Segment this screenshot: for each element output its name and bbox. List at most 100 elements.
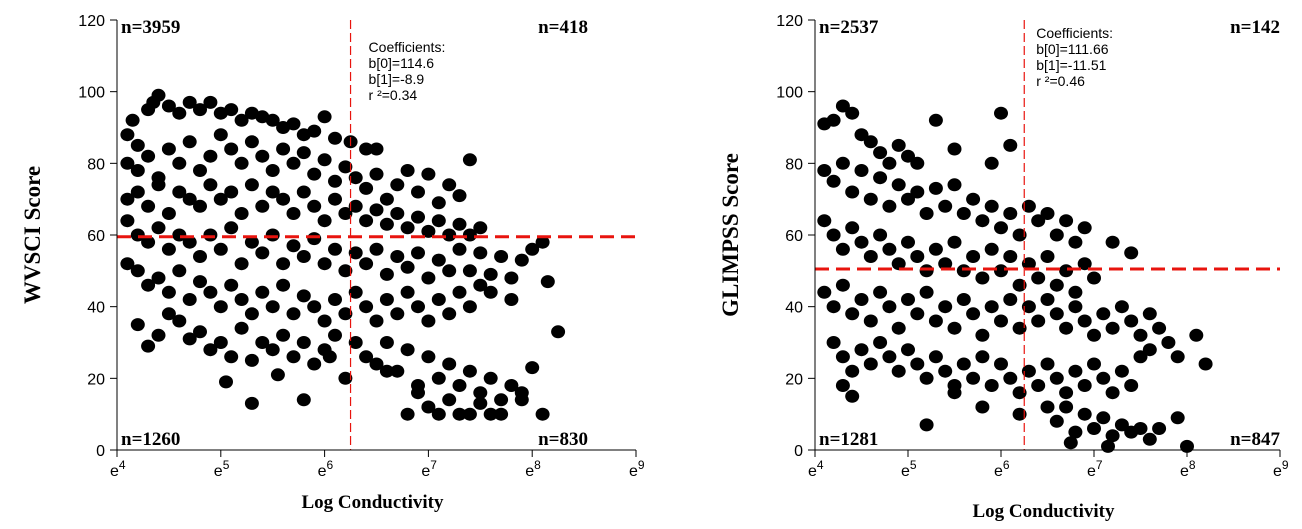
y-axis-title: GLIMPSS Score: [718, 153, 743, 317]
data-point: [826, 228, 841, 242]
data-point: [203, 228, 218, 242]
data-point: [817, 214, 832, 228]
data-point: [984, 379, 999, 392]
y-tick-label: 60: [785, 228, 803, 245]
data-point: [910, 250, 925, 263]
data-point: [1087, 357, 1101, 371]
data-point: [390, 307, 405, 321]
data-point: [473, 246, 488, 260]
data-point: [535, 407, 550, 421]
data-point: [1133, 422, 1148, 435]
data-point: [307, 199, 322, 213]
data-point: [901, 235, 915, 249]
data-point: [234, 113, 249, 127]
data-point: [483, 371, 498, 385]
data-point: [901, 343, 915, 357]
data-point: [421, 400, 436, 414]
data-point: [975, 350, 990, 364]
y-axis-title: WVSCI Score: [20, 166, 45, 304]
count-top-right: n=418: [538, 17, 588, 38]
data-point: [411, 246, 425, 260]
x-tick-label: e5: [214, 458, 230, 480]
data-point: [338, 207, 353, 220]
data-point: [483, 285, 498, 299]
data-point: [193, 275, 207, 289]
data-point: [891, 364, 906, 378]
data-point: [901, 192, 915, 206]
y-tick-label: 20: [87, 371, 105, 388]
data-point: [975, 271, 990, 285]
data-point: [826, 174, 841, 188]
data-point: [873, 171, 888, 185]
data-point: [379, 267, 394, 281]
data-point: [265, 300, 280, 314]
data-point: [411, 210, 425, 224]
data-point: [244, 396, 259, 410]
data-point: [504, 271, 519, 285]
data-point: [369, 314, 384, 328]
data-point: [452, 379, 467, 392]
data-point: [947, 142, 962, 156]
data-point: [359, 181, 374, 195]
count-top-right: n=142: [1230, 17, 1280, 38]
x-axis-title: Log Conductivity: [973, 501, 1115, 522]
data-point: [956, 293, 971, 306]
data-point: [307, 300, 322, 314]
data-point: [141, 149, 156, 163]
y-tick-label: 0: [96, 443, 105, 460]
data-point: [551, 325, 566, 339]
y-tick-label: 40: [785, 300, 803, 317]
data-point: [863, 357, 878, 371]
data-point: [307, 167, 322, 181]
chart-panel-wvsci: 0 20 40 60 80 100 120 e4 e5 e6 e7 e8 e9 Log Conductiv…: [20, 13, 645, 513]
data-point: [141, 199, 156, 213]
data-point: [172, 314, 187, 328]
coefficient-line: b[0]=114.6: [369, 55, 435, 71]
y-tick-label: 80: [785, 156, 803, 173]
data-point: [938, 199, 953, 213]
data-point: [120, 257, 135, 271]
data-point: [947, 386, 962, 400]
data-point: [224, 142, 239, 156]
data-point: [514, 253, 529, 267]
data-point: [130, 264, 145, 278]
data-point: [1189, 328, 1204, 342]
data-point: [161, 99, 176, 113]
data-point: [270, 368, 285, 382]
data-point: [525, 361, 540, 375]
data-point: [421, 350, 436, 364]
data-point: [224, 221, 239, 235]
data-point: [390, 250, 405, 263]
y-tick-label: 120: [776, 13, 803, 30]
data-point: [296, 146, 311, 160]
data-point: [1059, 400, 1074, 414]
data-point: [1068, 364, 1083, 378]
data-point: [919, 418, 934, 432]
data-point: [1012, 386, 1027, 400]
data-point: [1161, 336, 1176, 349]
data-point: [359, 142, 374, 156]
data-point: [1049, 228, 1064, 242]
data-point: [421, 271, 436, 285]
coefficient-line: r ²=0.46: [1036, 73, 1085, 89]
coefficient-line: Coefficients:: [1036, 25, 1113, 41]
data-point: [224, 278, 239, 292]
data-point: [1003, 293, 1018, 306]
count-bottom-right: n=830: [538, 429, 588, 450]
data-point: [265, 164, 280, 177]
data-point: [328, 192, 342, 206]
data-point: [845, 307, 860, 321]
data-point: [462, 364, 477, 378]
data-point: [172, 264, 187, 278]
data-point: [265, 343, 280, 357]
data-point: [276, 142, 291, 156]
data-point: [234, 207, 249, 220]
data-point: [244, 178, 259, 192]
data-point: [296, 250, 311, 263]
data-point: [1059, 264, 1074, 278]
data-point: [1031, 314, 1046, 328]
data-point: [286, 207, 301, 220]
data-point: [494, 250, 509, 263]
data-point: [984, 156, 999, 170]
data-point: [854, 343, 869, 357]
